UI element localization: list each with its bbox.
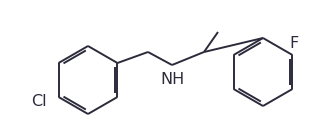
Text: Cl: Cl: [31, 93, 47, 109]
Text: NH: NH: [160, 72, 184, 87]
Text: F: F: [290, 36, 299, 51]
